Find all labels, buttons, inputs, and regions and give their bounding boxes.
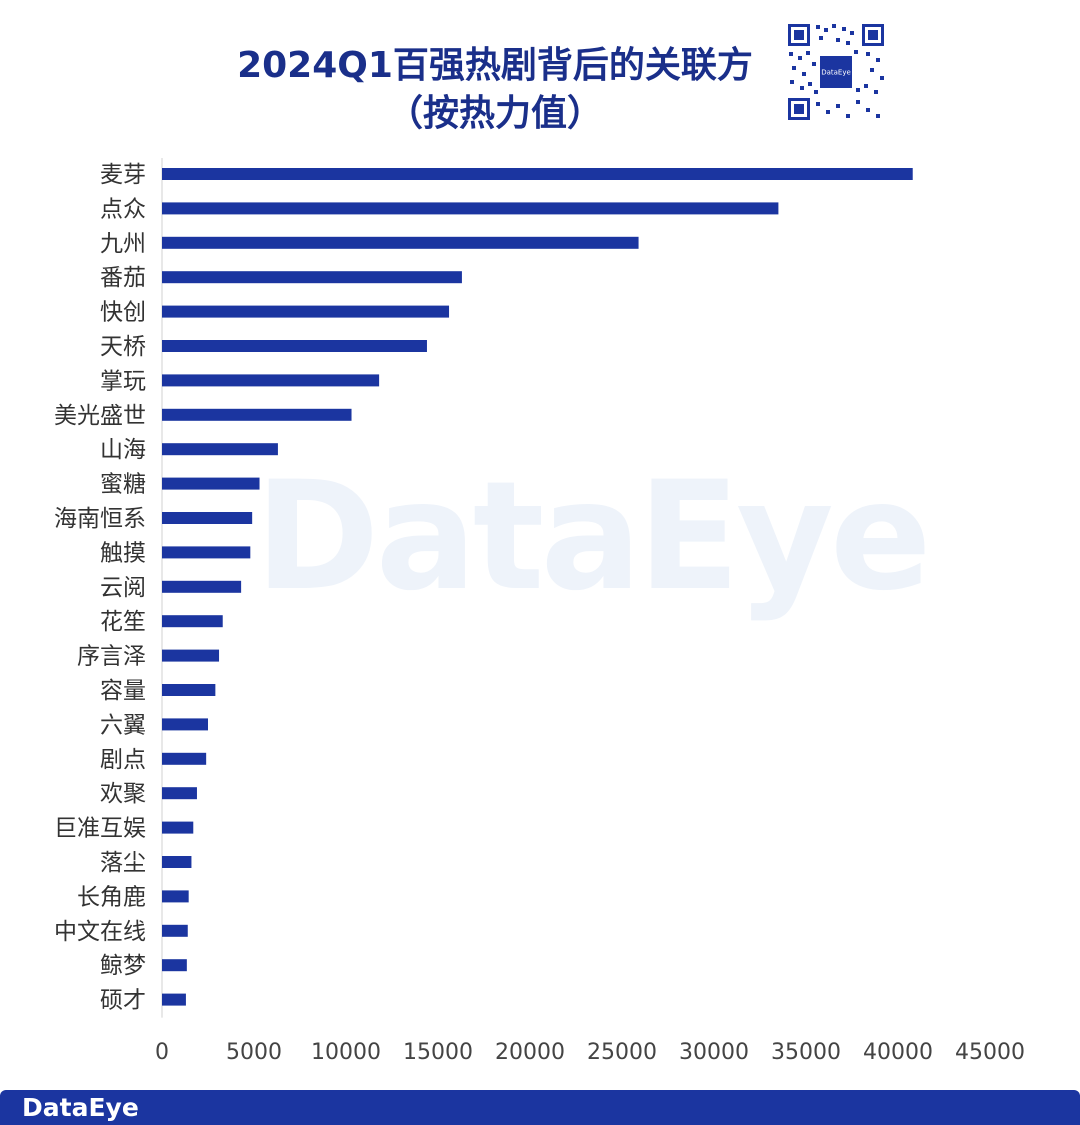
bar-15 [162,684,216,696]
bar-7 [162,408,352,421]
category-label-5: 天桥 [100,334,146,360]
bar-21 [162,890,189,903]
x-tick-label-9: 45000 [955,1040,1025,1065]
x-tick-label-5: 25000 [587,1040,657,1065]
category-labels-group: 麦芽点众九州番茄快创天桥掌玩美光盛世山海蜜糖海南恒系触摸云阅花笙序言泽容量六翼剧… [54,162,146,1014]
x-tick-label-6: 30000 [679,1040,749,1065]
category-label-3: 番茄 [100,265,146,291]
category-label-17: 剧点 [100,747,146,773]
x-tick-label-1: 5000 [226,1040,282,1065]
category-label-8: 山海 [100,437,146,463]
bar-23 [162,959,187,972]
bar-14 [162,649,220,662]
category-label-9: 蜜糖 [100,472,146,498]
x-tick-label-4: 20000 [495,1040,565,1065]
x-tick-label-3: 15000 [403,1040,473,1065]
bar-16 [162,718,208,731]
bar-24 [162,993,186,1006]
bar-9 [162,477,260,490]
category-label-1: 点众 [100,196,146,222]
category-label-24: 硕才 [100,988,146,1014]
x-tick-label-0: 0 [155,1040,169,1065]
bar-20 [162,856,192,868]
category-label-12: 云阅 [100,575,146,601]
category-label-2: 九州 [100,231,146,257]
bar-1 [162,202,779,215]
chart-title: 2024Q1百强热剧背后的关联方 [237,45,753,86]
category-label-22: 中文在线 [54,919,146,945]
footer-logo: DataEye [22,1093,139,1122]
footer-bar: DataEye [0,1090,1080,1125]
category-label-20: 落尘 [100,850,146,876]
bar-5 [162,340,427,352]
category-label-4: 快创 [100,300,146,326]
category-label-16: 六翼 [100,712,146,738]
category-label-7: 美光盛世 [54,403,146,429]
category-label-15: 容量 [100,678,146,704]
bar-chart: 麦芽点众九州番茄快创天桥掌玩美光盛世山海蜜糖海南恒系触摸云阅花笙序言泽容量六翼剧… [54,158,1025,1065]
category-label-0: 麦芽 [100,162,146,188]
bars-group [162,168,913,1006]
x-tick-label-2: 10000 [311,1040,381,1065]
category-label-14: 序言泽 [77,644,146,670]
category-label-19: 巨准互娱 [54,816,146,842]
bar-19 [162,821,194,834]
bar-18 [162,787,197,800]
category-label-10: 海南恒系 [54,506,146,532]
bar-2 [162,236,639,249]
bar-10 [162,512,253,524]
category-label-23: 鲸梦 [100,953,146,979]
category-label-18: 欢聚 [100,781,146,807]
bar-17 [162,752,207,765]
x-tick-labels-group: 0 5000 10000 15000 20000 25000 30000 35000 40000… [155,1040,1025,1065]
chart-subtitle: （按热力值） [386,93,603,134]
bar-13 [162,615,223,628]
category-label-21: 长角鹿 [77,884,146,910]
bar-8 [162,443,278,456]
bar-11 [162,546,251,559]
qr-center-logo: DataEye [821,69,851,77]
bar-4 [162,305,450,318]
bar-12 [162,580,242,593]
bar-0 [162,168,913,180]
bar-22 [162,924,188,937]
qr-code-icon: DataEye [786,22,886,122]
category-label-13: 花笙 [100,609,146,635]
category-label-6: 掌玩 [100,368,146,394]
x-tick-label-7: 35000 [771,1040,841,1065]
bar-6 [162,374,380,387]
bar-3 [162,271,462,284]
x-tick-label-8: 40000 [863,1040,933,1065]
category-label-11: 触摸 [100,540,146,566]
